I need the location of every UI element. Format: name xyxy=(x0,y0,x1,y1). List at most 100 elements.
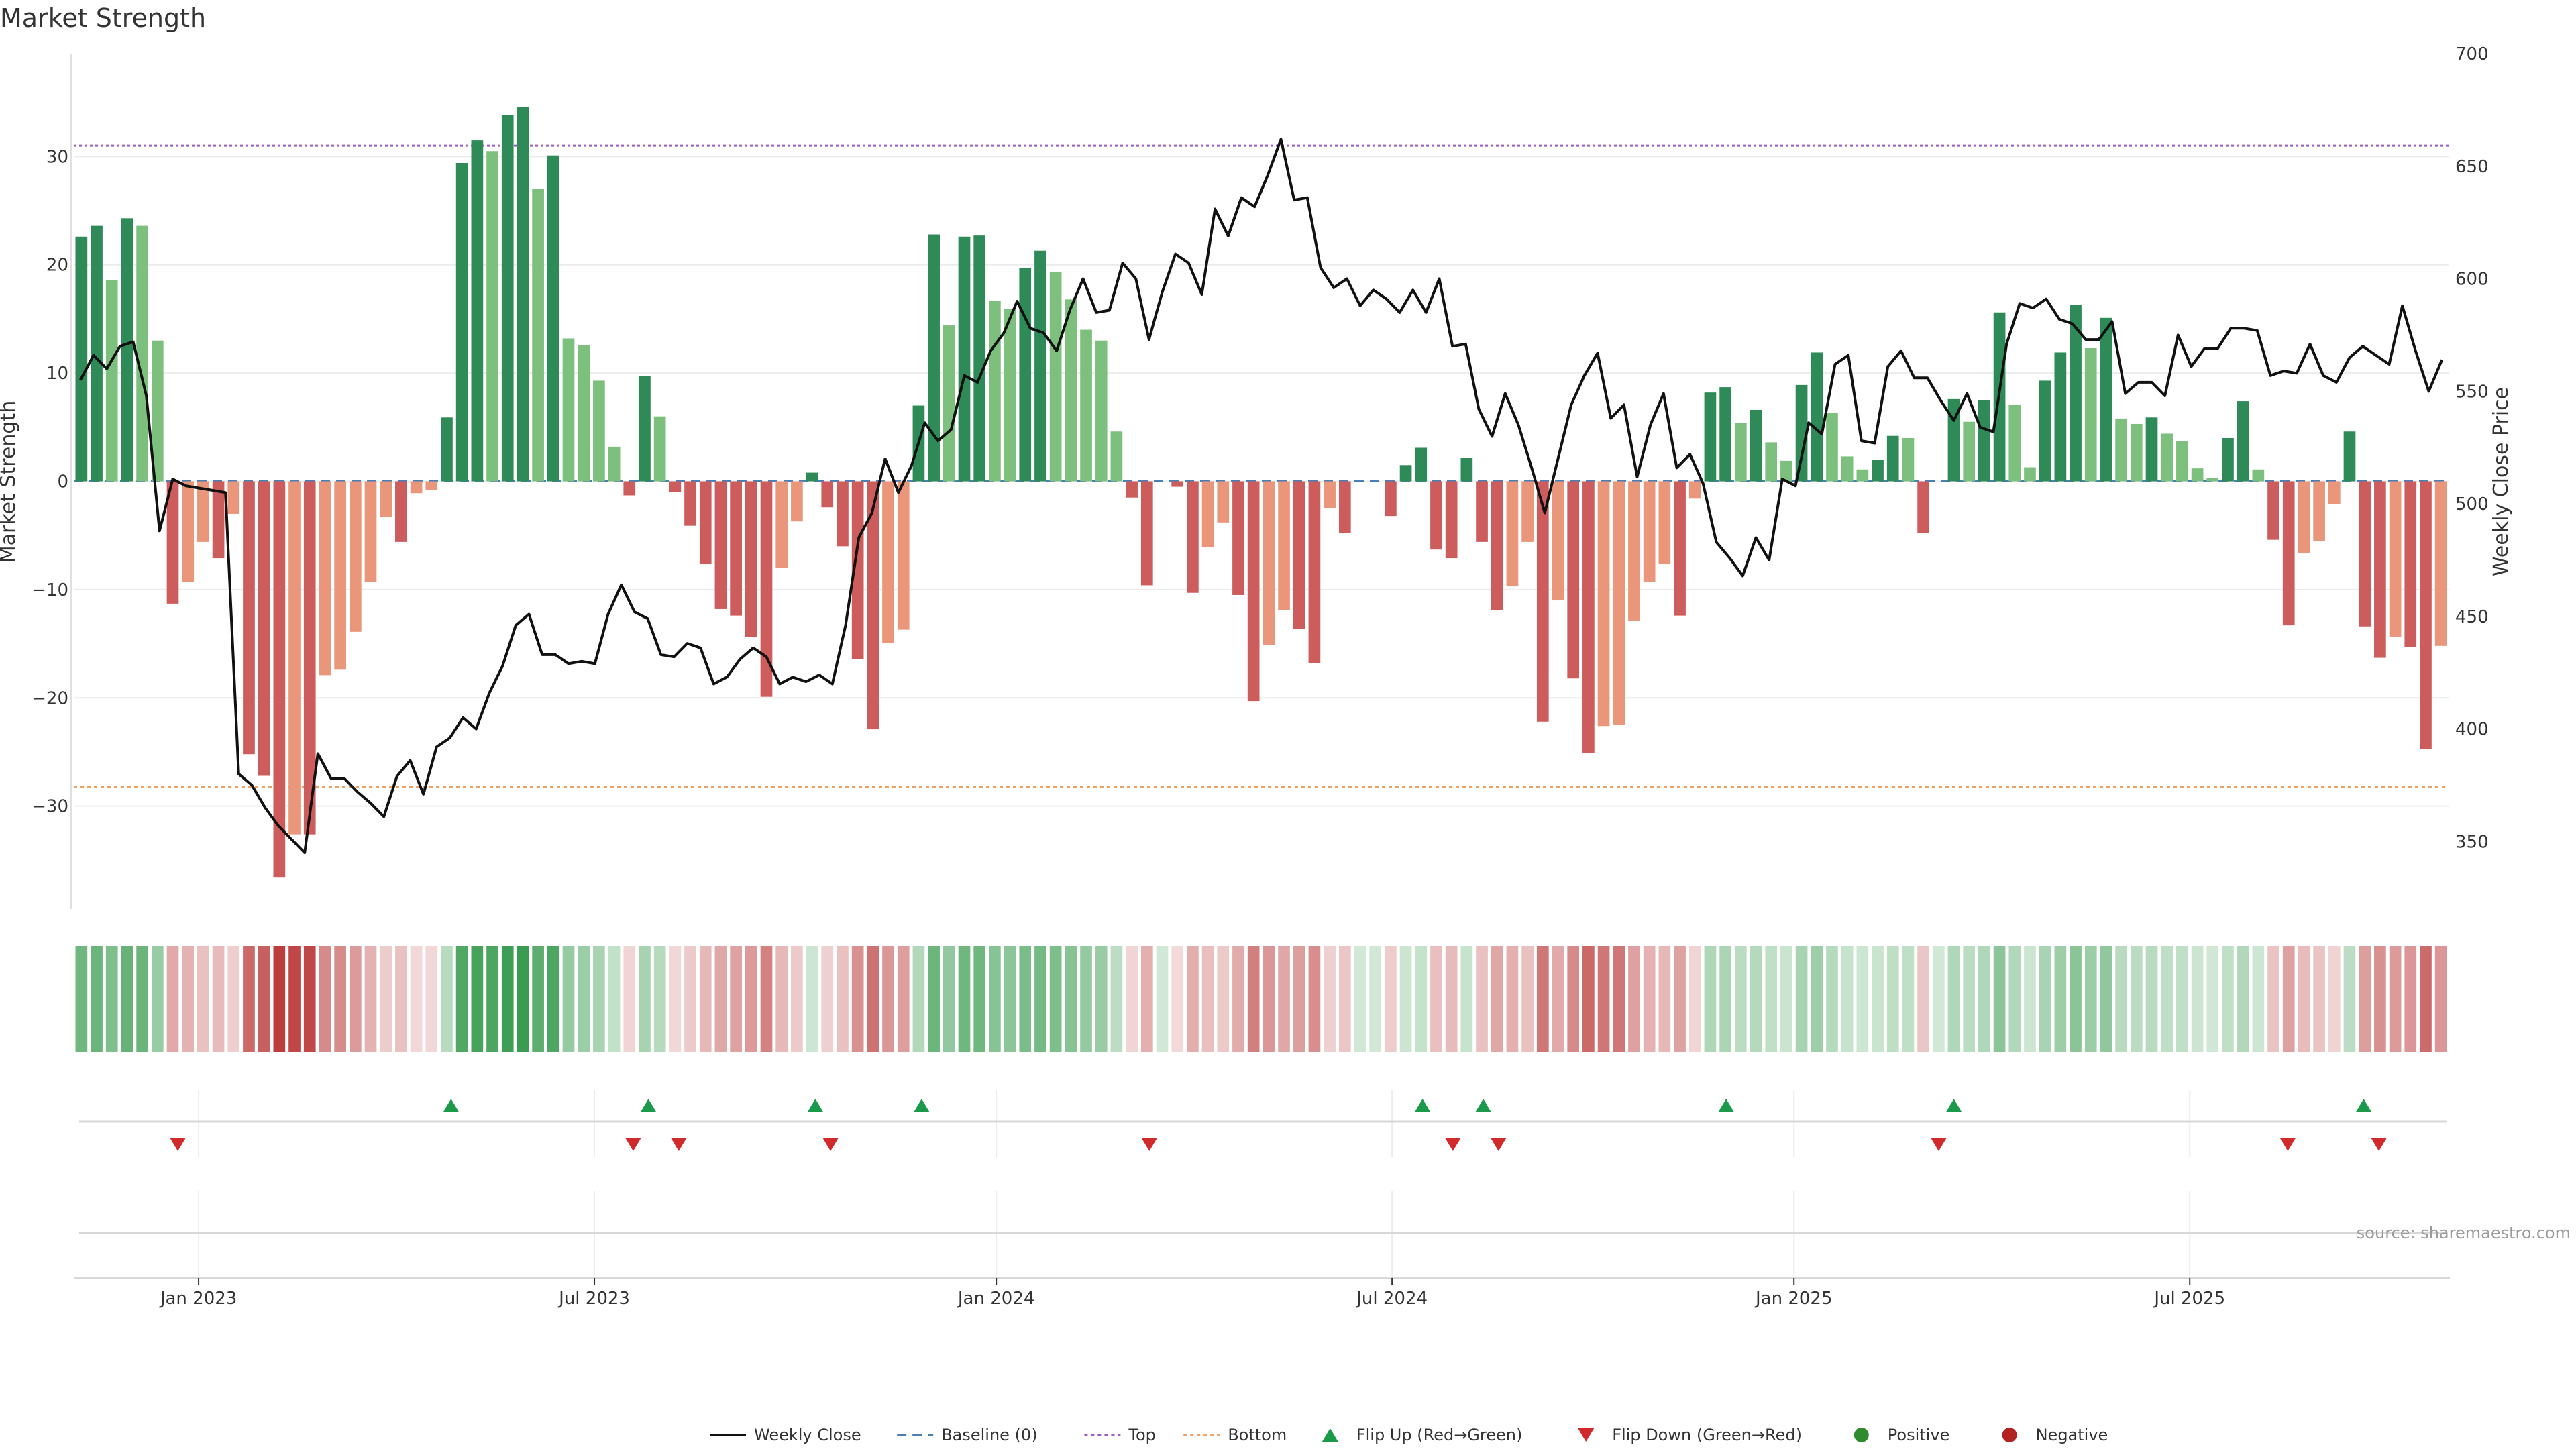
strip-cell xyxy=(1491,946,1503,1052)
strength-bar xyxy=(2206,478,2219,482)
strip-cell xyxy=(1399,946,1412,1052)
strip-cell xyxy=(578,946,590,1052)
strip-cell xyxy=(151,946,164,1052)
strength-bar xyxy=(349,481,362,632)
strength-bar xyxy=(501,115,514,482)
strip-cell xyxy=(425,946,438,1052)
legend-item: Top xyxy=(1084,1426,1156,1444)
strength-bar xyxy=(2115,418,2127,482)
strip-cell xyxy=(471,946,484,1052)
strip-cell xyxy=(912,946,925,1052)
strength-bar xyxy=(1506,481,1519,587)
right-tick-label: 350 xyxy=(2455,832,2489,852)
strip-cell xyxy=(441,946,453,1052)
flip-down-marker xyxy=(170,1138,186,1151)
strength-bar xyxy=(1338,481,1351,533)
strength-bar xyxy=(851,481,864,659)
legend-swatch xyxy=(1322,1428,1338,1442)
strength-bar xyxy=(136,225,148,482)
strip-cell xyxy=(943,946,955,1052)
left-tick-label: −30 xyxy=(32,797,68,817)
strength-bar xyxy=(1978,400,1990,482)
flip-up-marker xyxy=(1718,1099,1735,1112)
strip-cell xyxy=(1445,946,1458,1052)
strength-bar xyxy=(2054,352,2067,482)
strip-cell xyxy=(699,946,712,1052)
strength-bar xyxy=(273,481,286,878)
strength-bar xyxy=(1628,481,1640,621)
strength-bar xyxy=(1415,447,1428,482)
strip-cell xyxy=(380,946,392,1052)
strip-cell xyxy=(1369,946,1382,1052)
strength-bar xyxy=(2298,481,2310,553)
left-tick-label: −10 xyxy=(32,580,68,600)
strength-bar xyxy=(1293,481,1305,629)
right-tick-label: 450 xyxy=(2455,607,2489,627)
x-tick-label: Jul 2024 xyxy=(1355,1289,1428,1309)
strength-bar xyxy=(1902,437,1915,482)
strength-bar xyxy=(441,417,453,482)
flip-up-marker xyxy=(2355,1099,2372,1112)
strength-bar xyxy=(897,481,910,630)
strength-bar xyxy=(1476,481,1488,542)
strip-cell xyxy=(1354,946,1366,1052)
x-tick-label: Jan 2023 xyxy=(159,1289,237,1309)
strip-cell xyxy=(1217,946,1230,1052)
strength-bar xyxy=(1080,329,1092,482)
strip-cell xyxy=(2161,946,2174,1052)
strip-cell xyxy=(745,946,757,1052)
strip-cell xyxy=(2404,946,2417,1052)
strength-bar xyxy=(75,236,88,482)
strip-cell xyxy=(1308,946,1321,1052)
strength-bar xyxy=(1445,481,1458,559)
strength-bar xyxy=(989,300,1001,482)
strength-bar xyxy=(1658,481,1671,564)
strip-cell xyxy=(897,946,910,1052)
strength-bar xyxy=(1780,460,1792,482)
strip-cell xyxy=(2145,946,2158,1052)
strength-bar xyxy=(1430,481,1442,550)
strip-cell xyxy=(760,946,773,1052)
strip-cell xyxy=(517,946,529,1052)
strength-bar xyxy=(1187,481,1199,593)
strip-cell xyxy=(1597,946,1610,1052)
strength-bar xyxy=(1201,481,1214,547)
strip-cell xyxy=(136,946,148,1052)
strip-cell xyxy=(593,946,605,1052)
flip-down-marker xyxy=(1490,1138,1507,1151)
strength-bar xyxy=(2313,481,2325,541)
strip-cell xyxy=(1019,946,1032,1052)
gridlines xyxy=(74,156,2449,807)
strength-bar xyxy=(943,325,955,482)
strength-bar xyxy=(197,481,209,542)
right-tick-label: 550 xyxy=(2455,382,2489,402)
legend-item: Flip Down (Green→Red) xyxy=(1578,1426,1802,1444)
legend-label: Flip Down (Green→Red) xyxy=(1612,1426,1802,1444)
strength-bar xyxy=(1247,481,1260,702)
strip-cell xyxy=(2054,946,2067,1052)
strip-cell xyxy=(1826,946,1838,1052)
strip-cell xyxy=(349,946,362,1052)
strength-bar xyxy=(867,481,879,730)
strength-bar xyxy=(958,236,971,482)
strip-cell xyxy=(2039,946,2051,1052)
strip-cell xyxy=(1187,946,1199,1052)
x-tick-label: Jul 2023 xyxy=(557,1289,630,1309)
strip-cell xyxy=(867,946,879,1052)
strip-cell xyxy=(121,946,133,1052)
strip-cell xyxy=(2206,946,2219,1052)
flip-up-marker xyxy=(1945,1099,1962,1112)
strength-bar xyxy=(2008,404,2021,482)
bottom-panel xyxy=(74,1191,2450,1279)
strip-cell xyxy=(1201,946,1214,1052)
flip-down-marker xyxy=(2279,1138,2296,1151)
strength-bar xyxy=(2161,433,2174,482)
strip-cell xyxy=(1171,946,1184,1052)
strength-bar xyxy=(121,218,133,482)
strip-cell xyxy=(1719,946,1731,1052)
legend-label: Weekly Close xyxy=(754,1426,861,1444)
right-tick-label: 600 xyxy=(2455,270,2489,290)
strip-cell xyxy=(1811,946,1823,1052)
right-tick-label: 400 xyxy=(2455,720,2489,740)
strength-bar xyxy=(364,481,377,582)
